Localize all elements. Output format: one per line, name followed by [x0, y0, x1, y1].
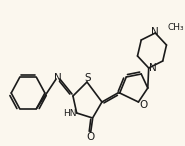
Text: O: O [87, 132, 95, 142]
Text: CH₃: CH₃ [167, 24, 184, 33]
Text: N: N [54, 73, 62, 83]
Text: N: N [151, 27, 159, 37]
Text: O: O [139, 100, 147, 110]
Text: HN: HN [63, 110, 77, 119]
Text: N: N [149, 63, 156, 73]
Text: S: S [85, 73, 91, 83]
